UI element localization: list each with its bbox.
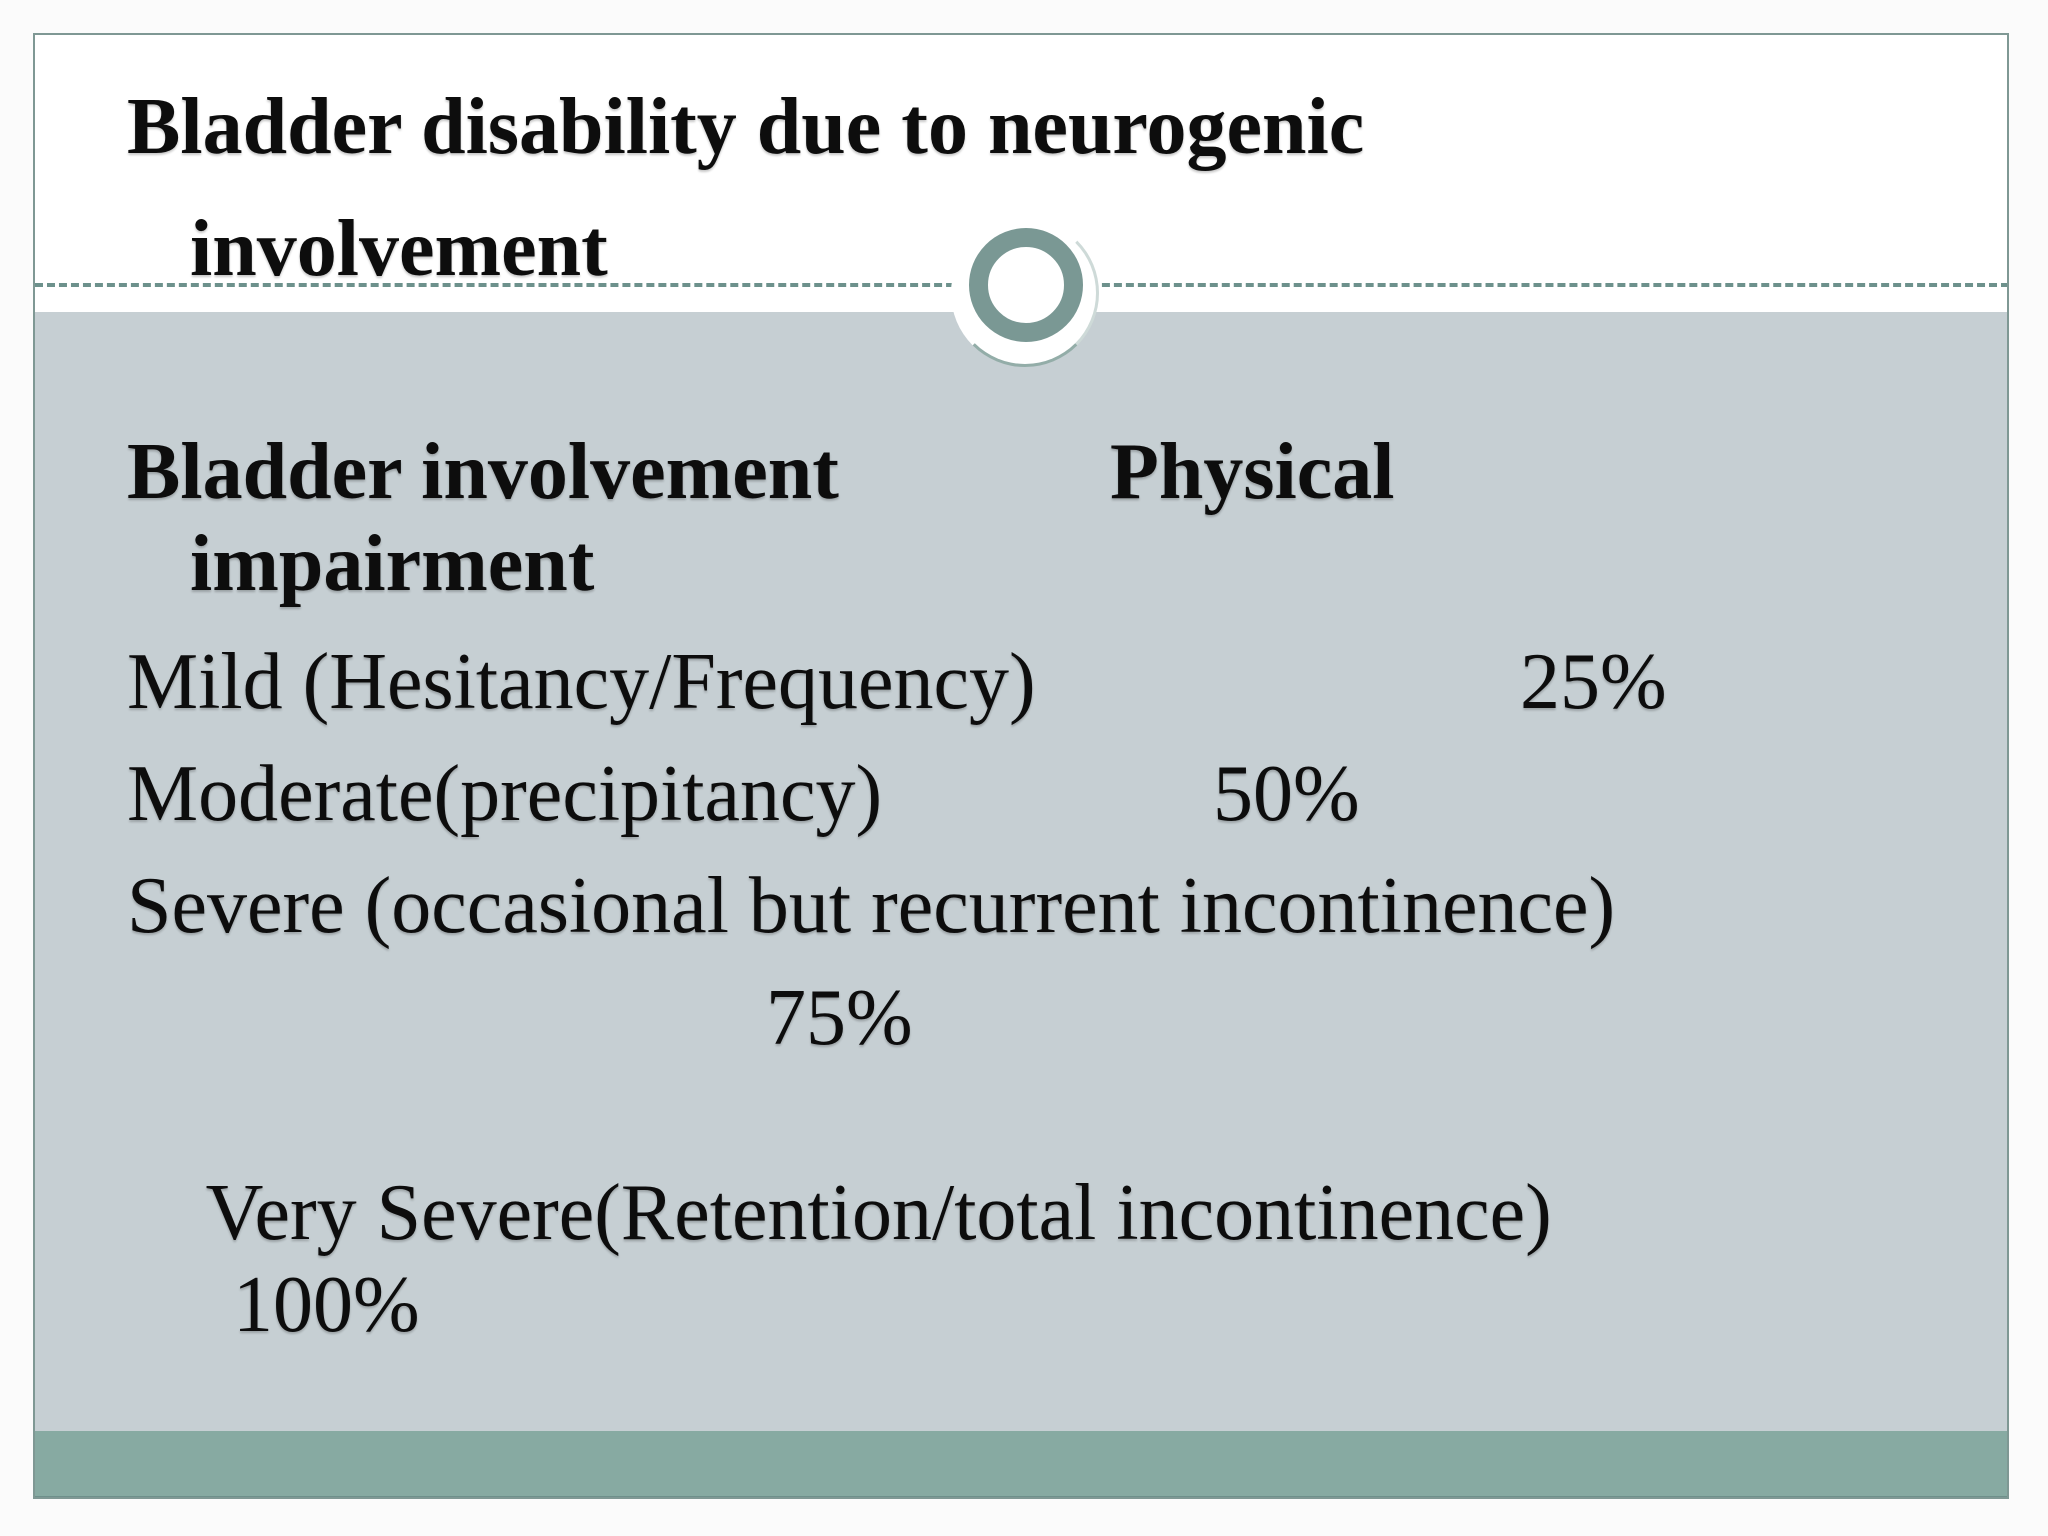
row-very-severe: Very Severe(Retention/total incontinence… <box>127 1075 1552 1443</box>
content-area-background <box>35 312 2009 1431</box>
ring-circle-icon <box>969 228 1083 342</box>
row-mild-label: Mild (Hesitancy/Frequency) <box>127 638 1036 726</box>
row-moderate-value: 50% <box>1213 750 1360 838</box>
row-severe-value: 75% <box>766 974 913 1062</box>
row-mild-value: 25% <box>1520 638 1667 726</box>
slide-title-line-2: involvement <box>190 205 608 293</box>
body-heading-bladder-involvement: Bladder involvement <box>127 428 839 516</box>
row-severe-label: Severe (occasional but recurrent inconti… <box>127 862 1616 950</box>
row-very-severe-label: Very Severe(Retention/total incontinence… <box>205 1169 1552 1257</box>
body-heading-impairment: impairment <box>190 520 595 608</box>
slide-title-line-1: Bladder disability due to neurogenic <box>127 83 1365 171</box>
body-heading-physical: Physical <box>1110 428 1395 516</box>
row-moderate-label: Moderate(precipitancy) <box>127 750 883 838</box>
row-very-severe-value: 100% <box>233 1261 420 1349</box>
